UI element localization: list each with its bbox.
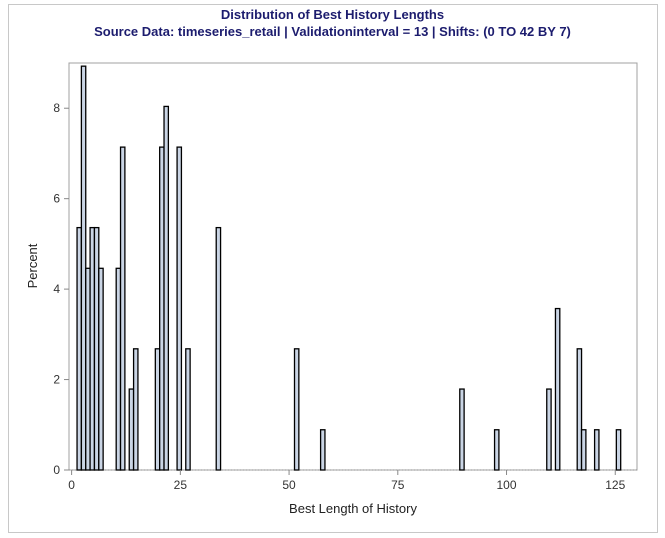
histogram-bar	[89, 226, 96, 471]
histogram-bar	[128, 388, 135, 471]
x-tick-label: 125	[605, 478, 625, 492]
chart-title: Distribution of Best History Lengths	[220, 7, 445, 22]
histogram-bar	[154, 348, 161, 471]
histogram-bar	[119, 146, 126, 471]
histogram-bar	[593, 429, 600, 471]
histogram-bar	[319, 429, 326, 471]
histogram-bar	[215, 226, 222, 471]
histogram-bar	[176, 146, 183, 471]
histogram-bar	[580, 429, 587, 471]
y-tick-label: 0	[53, 463, 60, 477]
histogram-bar	[163, 105, 170, 471]
histogram-bar	[115, 267, 122, 471]
y-tick-label: 4	[53, 282, 60, 296]
histogram-bar	[493, 429, 500, 471]
x-tick-label: 25	[174, 478, 188, 492]
x-tick-label: 50	[282, 478, 296, 492]
x-tick-label: 100	[497, 478, 517, 492]
chart-subtitle: Source Data: timeseries_retail | Validat…	[94, 24, 571, 39]
chart-border	[8, 4, 658, 533]
histogram-bar	[546, 388, 552, 471]
x-axis-label: Best Length of History	[289, 501, 417, 516]
y-tick-label: 8	[53, 101, 60, 115]
y-tick-label: 6	[53, 192, 60, 206]
histogram-bar	[98, 267, 104, 471]
histogram-bar	[185, 348, 191, 471]
histogram-bar	[459, 388, 465, 471]
plot-frame	[68, 62, 638, 471]
histogram-bar	[80, 65, 87, 471]
histogram-bar	[76, 226, 83, 471]
y-axis-label: Percent	[25, 243, 40, 288]
histogram-bar	[159, 146, 165, 471]
y-tick-label: 2	[53, 373, 60, 387]
histogram-bar	[615, 429, 622, 471]
histogram-bar	[132, 348, 139, 471]
histogram-bar	[554, 307, 561, 471]
histogram-bar	[293, 348, 300, 471]
histogram-bar	[93, 226, 100, 471]
histogram-bar	[85, 267, 91, 471]
x-tick-label: 75	[391, 478, 405, 492]
x-tick-label: 0	[68, 478, 75, 492]
histogram-bar	[576, 348, 583, 471]
